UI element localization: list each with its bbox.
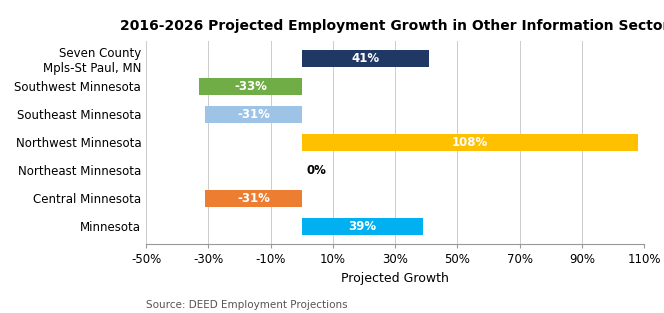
Bar xyxy=(301,218,423,235)
Text: Source: DEED Employment Projections: Source: DEED Employment Projections xyxy=(146,300,348,310)
Bar xyxy=(199,78,301,95)
Text: 108%: 108% xyxy=(452,136,488,149)
Title: 2016-2026 Projected Employment Growth in Other Information Sector: 2016-2026 Projected Employment Growth in… xyxy=(120,18,664,33)
Bar xyxy=(205,190,301,207)
Text: 41%: 41% xyxy=(351,52,380,65)
Text: -33%: -33% xyxy=(234,80,267,93)
Text: 0%: 0% xyxy=(306,164,326,177)
Text: -31%: -31% xyxy=(237,108,270,121)
Bar xyxy=(205,106,301,123)
Text: 39%: 39% xyxy=(349,220,376,233)
X-axis label: Projected Growth: Projected Growth xyxy=(341,272,449,285)
Bar xyxy=(301,50,430,67)
Text: -31%: -31% xyxy=(237,192,270,205)
Bar xyxy=(301,134,638,151)
